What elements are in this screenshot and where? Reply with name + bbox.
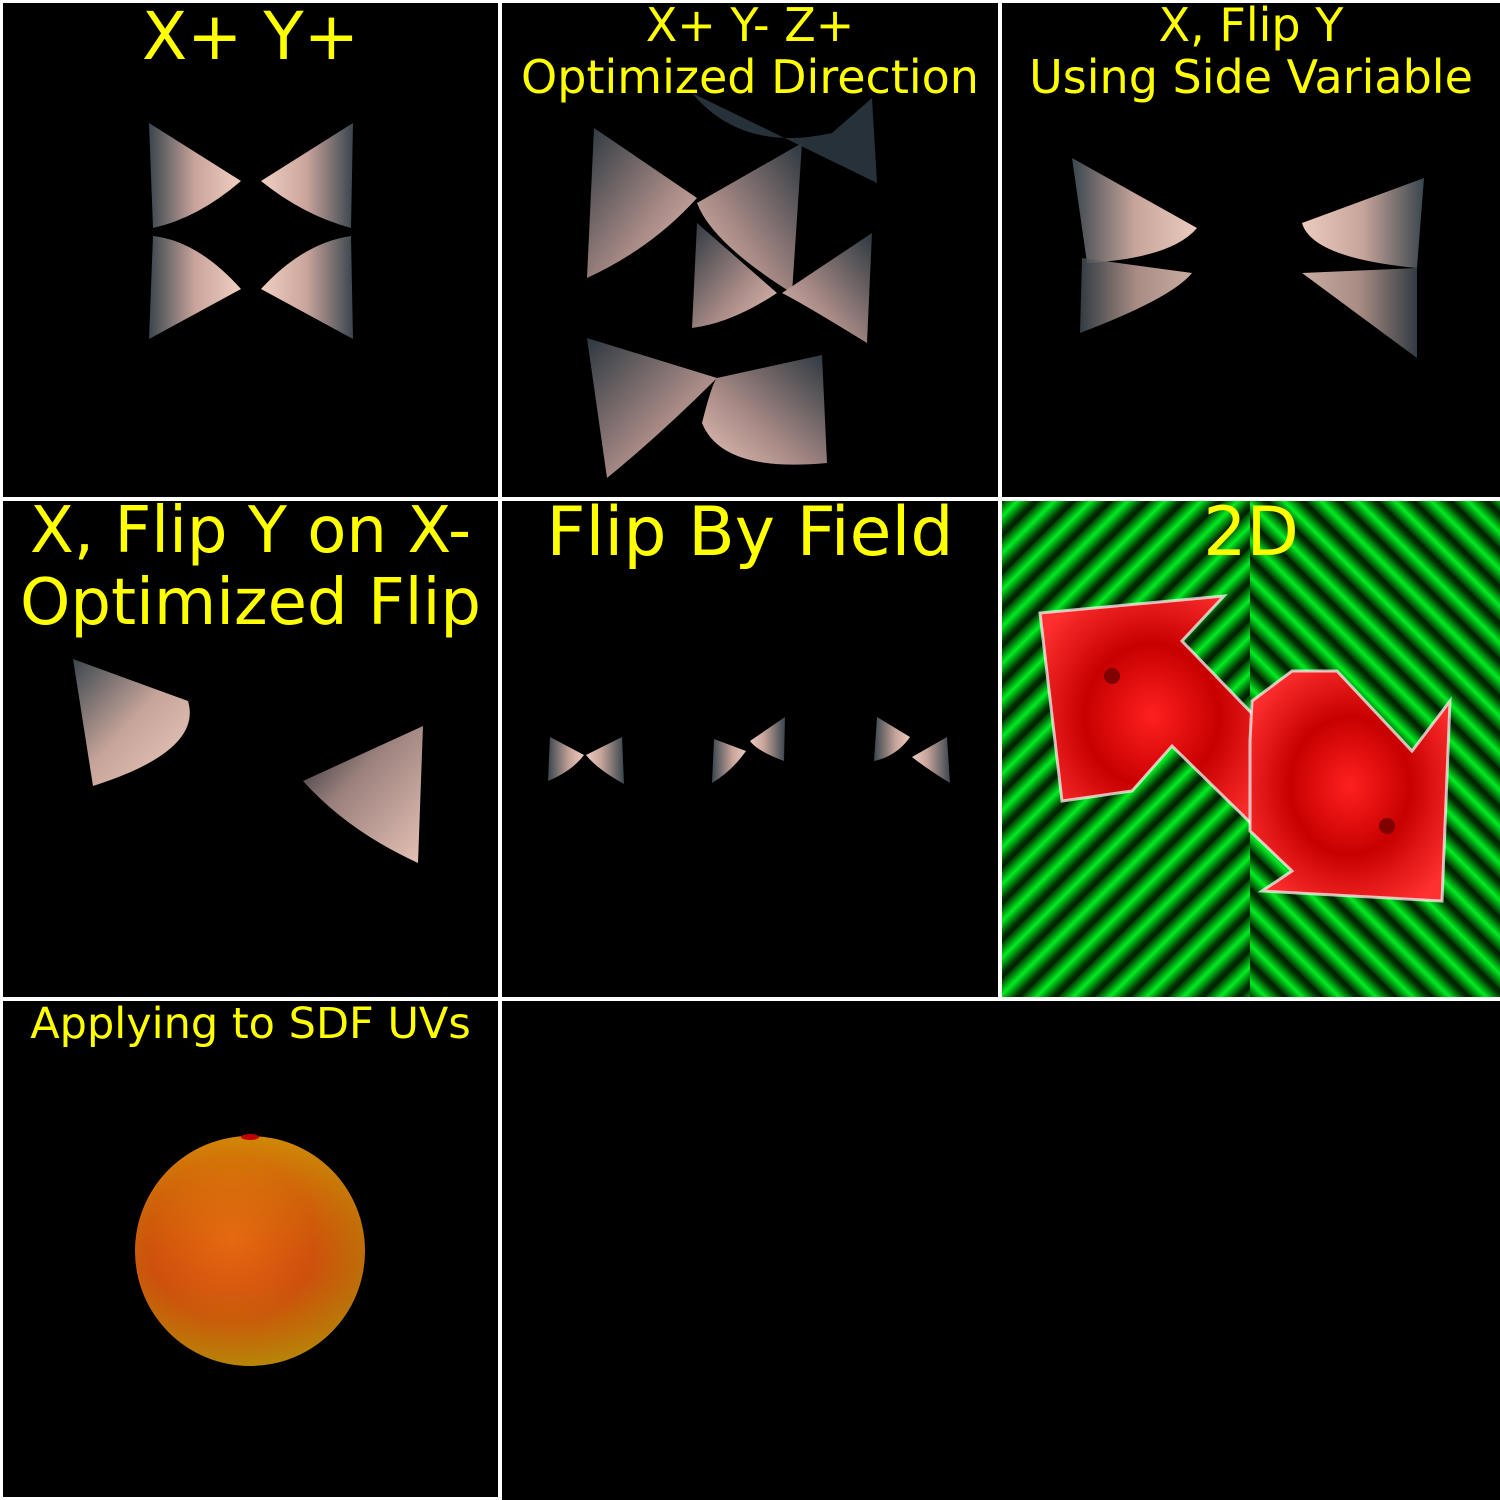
- panel-x-pos-y-pos: X+ Y+: [3, 3, 498, 497]
- arrow-down-right: [1248, 669, 1452, 903]
- title-line-2: Optimized Flip: [20, 566, 481, 640]
- title-line-2: Optimized Direction: [521, 50, 979, 104]
- sphere-render-scene: [135, 1134, 365, 1366]
- panel-title: X+ Y+: [3, 3, 498, 73]
- panel-side-variable: X, Flip Y Using Side Variable: [1002, 3, 1500, 497]
- cone-render-scene: [548, 717, 950, 784]
- title-line: Applying to SDF UVs: [30, 1001, 471, 1049]
- panel-title: X, Flip Y on X- Optimized Flip: [3, 501, 498, 639]
- panel-optimized-flip: X, Flip Y on X- Optimized Flip: [3, 501, 498, 997]
- title-line: 2D: [1203, 501, 1299, 572]
- panel-flip-by-field: Flip By Field: [502, 501, 998, 997]
- empty-panel-area: [502, 1001, 1500, 1500]
- title-line-2: Using Side Variable: [1029, 50, 1473, 104]
- title-line: Flip By Field: [546, 501, 954, 572]
- panel-title: Applying to SDF UVs: [3, 1001, 498, 1049]
- arrow-render-scene: [1038, 594, 1452, 903]
- panel-title: X+ Y- Z+ Optimized Direction: [502, 3, 998, 103]
- panel-optimized-direction: X+ Y- Z+ Optimized Direction: [502, 3, 998, 497]
- title-line-1: X, Flip Y: [1158, 3, 1344, 52]
- title-line-1: X, Flip Y on X-: [29, 501, 472, 568]
- panel-sdf-uvs: Applying to SDF UVs: [3, 1001, 498, 1497]
- title-line: X+ Y+: [141, 3, 360, 75]
- panel-title: 2D: [1002, 501, 1500, 569]
- cone-render-scene: [149, 123, 353, 339]
- arrow-up-left: [1038, 594, 1266, 840]
- panel-two-d: 2D: [1002, 501, 1500, 997]
- panel-title: Flip By Field: [502, 501, 998, 569]
- cone-render-scene: [1072, 158, 1424, 358]
- title-line-1: X+ Y- Z+: [645, 3, 855, 52]
- cone-render-scene: [73, 659, 423, 863]
- cone-render-scene: [587, 93, 877, 478]
- panel-title: X, Flip Y Using Side Variable: [1002, 3, 1500, 103]
